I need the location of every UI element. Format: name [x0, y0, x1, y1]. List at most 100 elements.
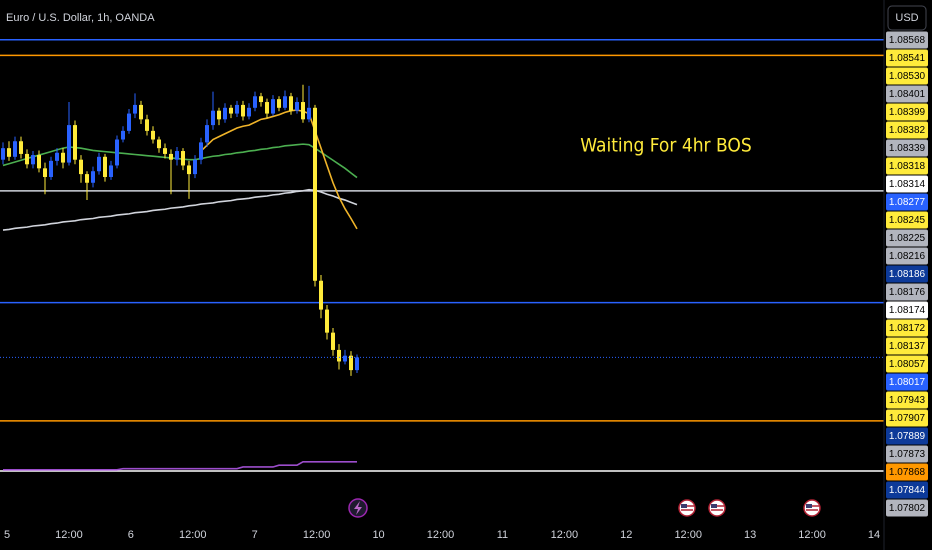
price-tag-label: 1.08225: [889, 233, 926, 244]
candle-body: [115, 139, 119, 166]
price-tag: [886, 247, 928, 265]
candle-body: [283, 96, 287, 108]
price-tag-label: 1.08339: [889, 143, 926, 154]
candle-body: [175, 151, 179, 160]
candle-body: [127, 113, 131, 131]
price-tag: [886, 427, 928, 445]
price-tag-label: 1.08568: [889, 35, 926, 46]
currency-label[interactable]: USD: [895, 12, 918, 24]
price-tag: [886, 193, 928, 211]
price-tag: [886, 409, 928, 427]
price-tag-label: 1.08186: [889, 269, 926, 280]
candle-body: [7, 148, 11, 157]
price-tag: [886, 31, 928, 49]
price-tag: [886, 49, 928, 67]
candle-body: [193, 159, 197, 175]
candle-body: [265, 102, 269, 114]
x-tick-label: 7: [252, 529, 258, 541]
candle-body: [343, 355, 347, 362]
candle-body: [259, 96, 263, 103]
candle-body: [1, 148, 5, 160]
candle-body: [151, 130, 155, 140]
candle-body: [205, 125, 209, 143]
candle-body: [271, 99, 275, 114]
candle-body: [229, 107, 233, 114]
candle-body: [43, 168, 47, 177]
price-tag: [886, 229, 928, 247]
candle-body: [97, 156, 101, 172]
candle-body: [85, 174, 89, 183]
indicator-line: [200, 109, 358, 230]
x-tick-label: 12:00: [674, 529, 702, 541]
price-tag-label: 1.07889: [889, 431, 926, 442]
lightning: [354, 501, 362, 515]
x-tick-label: 11: [497, 529, 508, 541]
currency-button[interactable]: [887, 5, 927, 31]
price-tag: [886, 355, 928, 373]
candle-body: [139, 104, 143, 120]
indicator-line: [2, 188, 358, 231]
chart-title: Euro / U.S. Dollar, 1h, OANDA: [6, 12, 155, 24]
price-tag: [886, 121, 928, 139]
price-tag: [886, 301, 928, 319]
candle-body: [157, 139, 161, 149]
x-tick-label: 12:00: [179, 529, 207, 541]
price-tag: [886, 139, 928, 157]
candle-body: [217, 110, 221, 120]
us-flag-icon[interactable]: [803, 499, 821, 517]
us-flag-icon[interactable]: [708, 499, 726, 517]
candle-body: [103, 156, 107, 177]
price-tag-label: 1.08137: [889, 341, 926, 352]
annotation: Waiting For 4hr BOS: [580, 135, 751, 157]
indicator-line: [2, 143, 358, 179]
candle-body: [109, 165, 113, 177]
price-tag-label: 1.08216: [889, 251, 926, 262]
price-tag-label: 1.08176: [889, 287, 926, 298]
candle-body: [241, 104, 245, 117]
price-tag: [886, 283, 928, 301]
x-tick-label: 12:00: [303, 529, 331, 541]
candle-body: [13, 141, 17, 157]
price-tag-label: 1.08172: [889, 323, 926, 334]
x-tick-label: 13: [744, 529, 756, 541]
price-tag: [886, 67, 928, 85]
candle-body: [19, 141, 23, 154]
price-tag: [886, 211, 928, 229]
indicator-line: [3, 460, 357, 471]
candle-body: [295, 102, 299, 111]
candle-body: [169, 153, 173, 160]
candle-body: [313, 107, 317, 281]
price-tag-label: 1.08399: [889, 107, 926, 118]
price-tag: [886, 337, 928, 355]
price-tag-label: 1.07868: [889, 467, 926, 478]
us-flag-icon[interactable]: [678, 499, 696, 517]
x-tick-label: 10: [372, 529, 384, 541]
candle-body: [319, 280, 323, 310]
price-tag-label: 1.08057: [889, 359, 926, 370]
x-tick-label: 6: [128, 529, 134, 541]
price-tag-label: 1.07802: [889, 503, 926, 514]
price-tag: [886, 85, 928, 103]
price-tag: [886, 103, 928, 121]
candle-body: [301, 102, 305, 120]
price-tag: [886, 391, 928, 409]
candle-body: [145, 119, 149, 131]
price-tag-label: 1.08541: [889, 53, 926, 64]
price-tag-label: 1.08174: [889, 305, 926, 316]
price-tag: [886, 265, 928, 283]
candle-body: [223, 107, 227, 120]
candle-body: [277, 99, 281, 108]
candle-body: [331, 332, 335, 350]
candle-body: [211, 110, 215, 126]
candle-body: [91, 171, 95, 183]
x-tick-label: 12:00: [427, 529, 455, 541]
x-tick-label: 5: [4, 529, 10, 541]
candle-body: [337, 349, 341, 362]
candle-body: [253, 96, 257, 108]
candle-body: [181, 151, 185, 166]
price-tag-label: 1.08382: [889, 125, 926, 136]
candle-body: [307, 107, 311, 120]
candle-body: [79, 159, 83, 175]
